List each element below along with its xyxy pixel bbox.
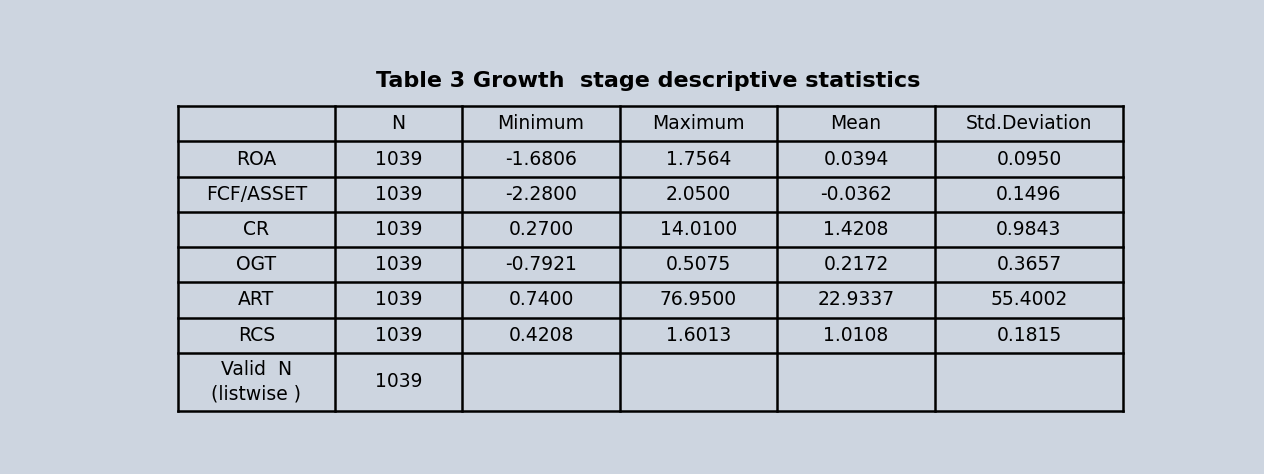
Text: 0.9843: 0.9843: [996, 220, 1062, 239]
Text: 76.9500: 76.9500: [660, 291, 737, 310]
Text: Mean: Mean: [830, 114, 882, 133]
Text: 1.0108: 1.0108: [823, 326, 889, 345]
Text: ROA: ROA: [236, 149, 277, 168]
Text: -0.0362: -0.0362: [820, 185, 892, 204]
Text: 0.2172: 0.2172: [823, 255, 889, 274]
Text: 22.9337: 22.9337: [818, 291, 895, 310]
Text: 0.5075: 0.5075: [666, 255, 731, 274]
Text: 0.1815: 0.1815: [996, 326, 1062, 345]
Text: 1039: 1039: [375, 326, 422, 345]
Text: 0.3657: 0.3657: [996, 255, 1062, 274]
Text: 1039: 1039: [375, 149, 422, 168]
Text: RCS: RCS: [238, 326, 276, 345]
Text: 0.4208: 0.4208: [508, 326, 574, 345]
Text: -2.2800: -2.2800: [506, 185, 576, 204]
Text: -1.6806: -1.6806: [506, 149, 576, 168]
Text: 1.7564: 1.7564: [666, 149, 731, 168]
Text: Minimum: Minimum: [498, 114, 584, 133]
Text: 0.1496: 0.1496: [996, 185, 1062, 204]
Text: 1039: 1039: [375, 255, 422, 274]
Text: N: N: [392, 114, 406, 133]
Text: 2.0500: 2.0500: [666, 185, 731, 204]
Text: 1.4208: 1.4208: [823, 220, 889, 239]
Text: Valid  N
(listwise ): Valid N (listwise ): [211, 360, 301, 404]
Text: Maximum: Maximum: [652, 114, 744, 133]
Text: 0.0394: 0.0394: [823, 149, 889, 168]
Text: CR: CR: [243, 220, 269, 239]
Text: FCF/ASSET: FCF/ASSET: [206, 185, 307, 204]
Text: 1.6013: 1.6013: [666, 326, 731, 345]
Text: 0.0950: 0.0950: [996, 149, 1062, 168]
Text: -0.7921: -0.7921: [506, 255, 576, 274]
Text: 0.2700: 0.2700: [508, 220, 574, 239]
Text: Std.Deviation: Std.Deviation: [966, 114, 1092, 133]
Text: 55.4002: 55.4002: [990, 291, 1068, 310]
Text: 1039: 1039: [375, 291, 422, 310]
Text: 14.0100: 14.0100: [660, 220, 737, 239]
Text: OGT: OGT: [236, 255, 277, 274]
Text: 1039: 1039: [375, 185, 422, 204]
Text: ART: ART: [238, 291, 274, 310]
Text: Table 3 Growth  stage descriptive statistics: Table 3 Growth stage descriptive statist…: [375, 72, 920, 91]
Bar: [177, 106, 1122, 411]
Text: 1039: 1039: [375, 373, 422, 392]
Text: 0.7400: 0.7400: [508, 291, 574, 310]
Text: 1039: 1039: [375, 220, 422, 239]
